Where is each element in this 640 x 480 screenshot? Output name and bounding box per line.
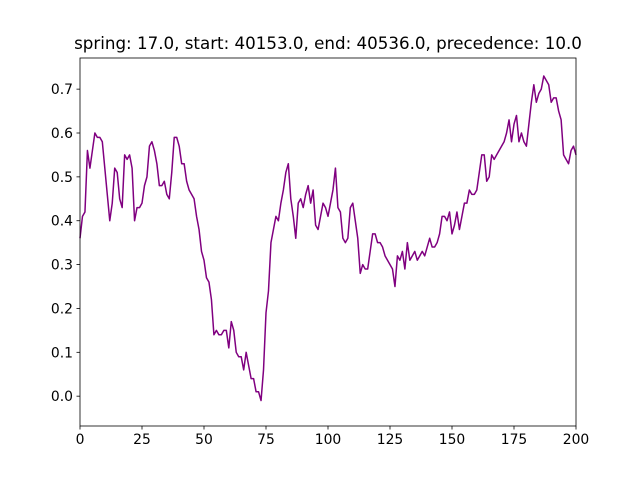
plot-frame xyxy=(79,57,577,427)
x-tick-label: 0 xyxy=(76,432,85,448)
y-tick-label: 0.1 xyxy=(51,345,73,361)
x-tick-label: 200 xyxy=(563,432,590,448)
x-tick-label: 50 xyxy=(195,432,213,448)
chart-title: spring: 17.0, start: 40153.0, end: 40536… xyxy=(74,33,582,53)
y-tick-label: 0.2 xyxy=(51,301,73,317)
x-tick-label: 100 xyxy=(315,432,342,448)
y-tick-label: 0.7 xyxy=(51,82,73,98)
y-tick-label: 0.3 xyxy=(51,258,73,274)
y-tick-label: 0.6 xyxy=(51,126,73,142)
x-tick-label: 150 xyxy=(439,432,466,448)
line-series xyxy=(79,75,577,402)
y-tick-label: 0.0 xyxy=(51,389,73,405)
x-tick-label: 75 xyxy=(257,432,275,448)
x-tick-label: 175 xyxy=(501,432,528,448)
x-tick-label: 125 xyxy=(377,432,404,448)
x-tick-label: 25 xyxy=(133,432,151,448)
y-tick-label: 0.4 xyxy=(51,214,73,230)
y-tick-label: 0.5 xyxy=(51,170,73,186)
